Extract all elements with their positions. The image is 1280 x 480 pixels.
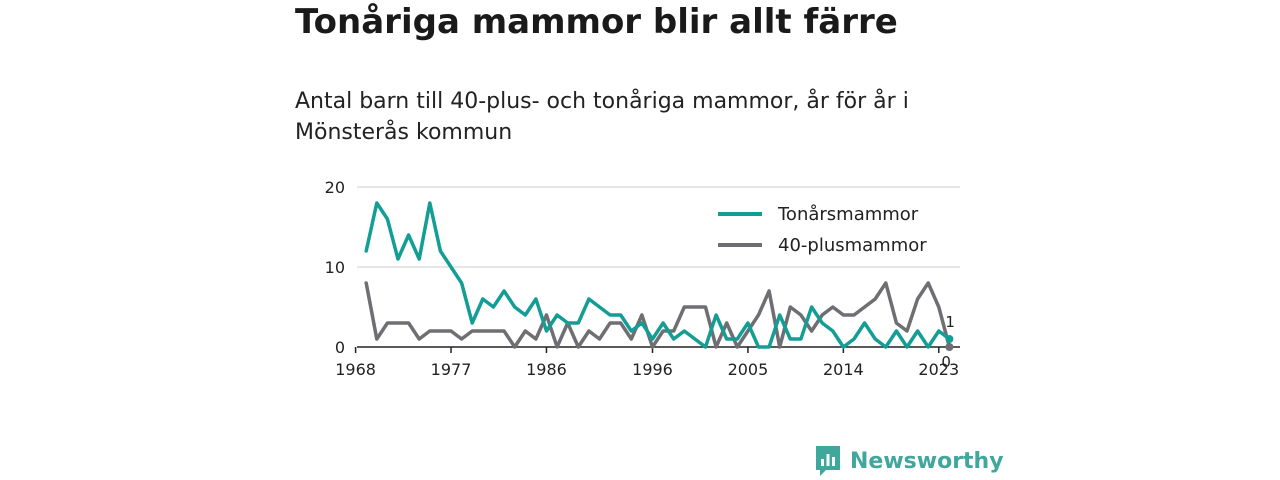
legend-label: 40-plusmammor — [778, 235, 927, 256]
brand-logo: Newsworthy — [814, 444, 1004, 478]
y-tick-label: 0 — [335, 338, 345, 357]
legend: Tonårsmammor 40-plusmammor — [718, 204, 927, 256]
series-line-tonarsmammor — [364, 201, 952, 349]
chart-subtitle: Antal barn till 40-plus- och tonåriga ma… — [295, 89, 909, 145]
x-tick-label: 1968 — [335, 360, 376, 379]
x-tick-label: 2005 — [728, 360, 769, 379]
series-line-40-plusmammor — [364, 281, 952, 349]
series-end-point — [945, 335, 954, 343]
brand-name: Newsworthy — [850, 448, 1004, 474]
chart-title: Tonåriga mammor blir allt färre — [295, 2, 898, 42]
y-tick-label: 10 — [325, 258, 345, 277]
newsworthy-logo-icon — [816, 446, 840, 476]
x-tick-label: 1986 — [526, 360, 567, 379]
grid-lines — [357, 186, 960, 268]
series-end-label: 1 — [945, 313, 955, 331]
x-axis: 1968 1977 1986 1996 2005 2014 2023 — [335, 346, 960, 379]
x-tick-label: 2014 — [823, 360, 864, 379]
legend-label: Tonårsmammor — [777, 204, 919, 225]
x-tick-label: 2023 — [918, 360, 959, 379]
series-end-point — [945, 343, 954, 351]
x-tick-label: 1996 — [632, 360, 673, 379]
series-lines: 10 — [364, 201, 955, 371]
y-axis: 0 10 20 — [325, 178, 345, 357]
y-tick-label: 20 — [325, 178, 345, 197]
x-tick-label: 1977 — [431, 360, 472, 379]
series-end-label: 0 — [941, 353, 951, 371]
